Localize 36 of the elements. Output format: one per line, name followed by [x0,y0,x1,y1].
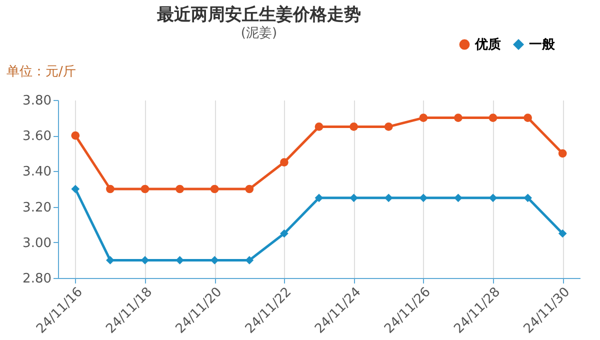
y-tick-label: 3.20 [22,200,52,216]
point [350,194,358,202]
point [558,149,567,158]
point [524,194,532,202]
point [106,256,114,264]
point [314,194,324,202]
y-tick-label: 3.60 [22,129,52,144]
point [71,131,80,140]
point [524,114,532,122]
point [314,122,324,131]
point [488,114,498,122]
point [71,184,80,194]
point [106,184,114,194]
point [454,194,462,202]
point [558,229,567,238]
y-tick-label: 2.80 [22,272,52,286]
y-tick-label: 3.40 [22,164,52,180]
point [454,114,462,122]
y-tick-label: 3.80 [22,94,52,108]
point [176,256,184,264]
point [245,184,254,194]
point [210,184,219,194]
y-tick-label: 3.00 [22,236,52,251]
chart-title: 最近两周安丘生姜价格走势 [156,4,361,25]
legend-label: 一般 [529,38,556,53]
point [280,229,288,238]
point [176,184,184,194]
point [384,122,393,131]
y-axis-title: 单位：元/斤 [6,64,76,80]
point [350,122,358,131]
point [140,184,150,194]
chart-subtitle: (泥姜) [240,25,278,41]
legend-label: 优质 [474,36,501,53]
point [488,194,498,202]
point [280,158,288,166]
point [419,114,428,122]
